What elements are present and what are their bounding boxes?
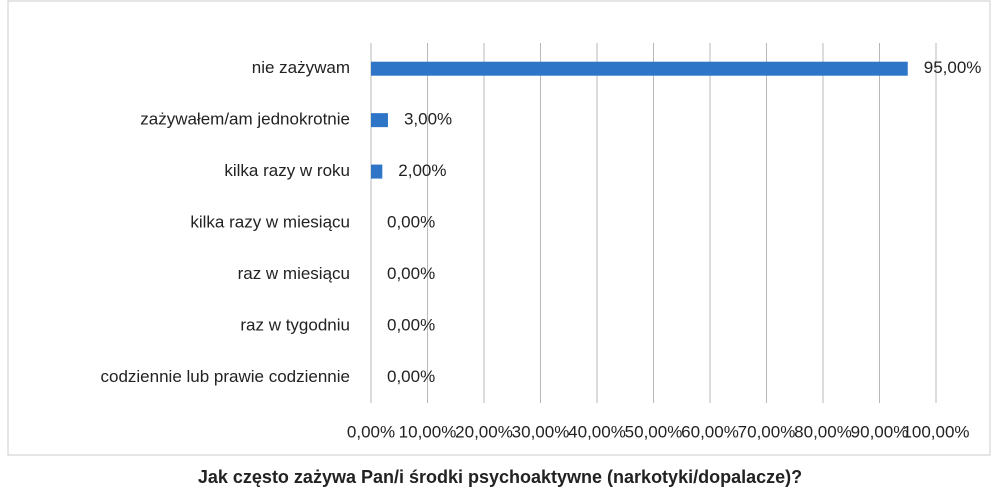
chart-title: Jak często zażywa Pan/i środki psychoakt… bbox=[198, 467, 802, 487]
x-tick-label: 90,00% bbox=[851, 422, 909, 441]
value-label: 0,00% bbox=[387, 212, 435, 231]
x-tick-label: 50,00% bbox=[625, 422, 683, 441]
value-label: 2,00% bbox=[398, 161, 446, 180]
y-tick-label: kilka razy w roku bbox=[224, 161, 350, 180]
value-label: 3,00% bbox=[404, 110, 452, 129]
y-tick-label: raz w miesiącu bbox=[238, 264, 350, 283]
chart-border bbox=[7, 0, 991, 456]
value-label: 0,00% bbox=[387, 264, 435, 283]
value-label: 0,00% bbox=[387, 315, 435, 334]
value-label: 95,00% bbox=[924, 58, 982, 77]
bar bbox=[371, 113, 388, 128]
x-tick-label: 30,00% bbox=[512, 422, 570, 441]
x-tick-label: 0,00% bbox=[347, 422, 395, 441]
x-tick-label: 10,00% bbox=[399, 422, 457, 441]
y-tick-label: raz w tygodniu bbox=[240, 315, 350, 334]
x-tick-label: 40,00% bbox=[568, 422, 626, 441]
x-tick-label: 100,00% bbox=[902, 422, 969, 441]
bar bbox=[371, 61, 908, 76]
x-tick-label: 70,00% bbox=[738, 422, 796, 441]
x-tick-label: 60,00% bbox=[681, 422, 739, 441]
y-tick-label: nie zażywam bbox=[252, 58, 350, 77]
y-tick-label: codziennie lub prawie codziennie bbox=[101, 367, 351, 386]
value-label: 0,00% bbox=[387, 367, 435, 386]
y-tick-label: zażywałem/am jednokrotnie bbox=[140, 110, 350, 129]
x-tick-label: 20,00% bbox=[455, 422, 513, 441]
x-tick-label: 80,00% bbox=[794, 422, 852, 441]
y-tick-label: kilka razy w miesiącu bbox=[190, 212, 350, 231]
bar bbox=[371, 164, 383, 179]
